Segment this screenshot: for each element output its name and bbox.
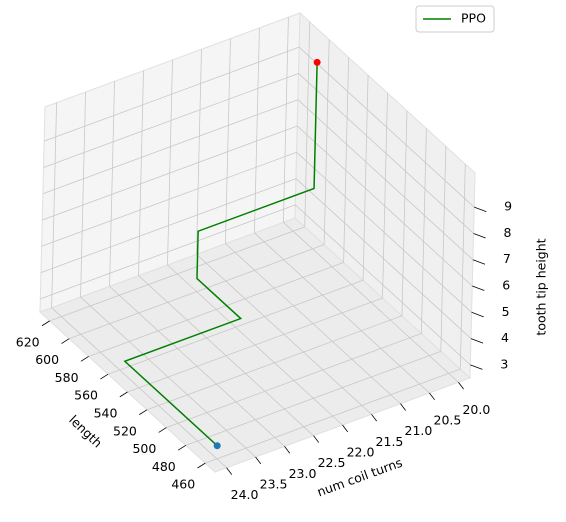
grid-line: [40, 204, 296, 300]
y-tick-label: 22.5: [318, 455, 346, 470]
tick-mark: [284, 446, 291, 454]
tick-mark: [471, 311, 484, 318]
grid-line: [196, 254, 372, 415]
tick-mark: [197, 462, 206, 469]
legend-label: PPO: [461, 11, 486, 26]
grid-line: [109, 286, 285, 447]
grid-line: [80, 296, 256, 458]
tick-mark: [119, 391, 128, 398]
grid-line: [283, 221, 459, 383]
x-tick-label: 460: [171, 477, 195, 492]
grid-line: [295, 178, 472, 339]
tick-mark: [158, 427, 167, 433]
tick-mark: [474, 206, 487, 213]
grid-line: [138, 275, 314, 436]
x-tick-label: 620: [16, 334, 40, 349]
tick-mark: [342, 424, 349, 433]
z-tick-label: 5: [502, 304, 510, 319]
grid-line: [225, 243, 401, 404]
tick-mark: [255, 456, 262, 465]
grid-line: [42, 125, 298, 221]
y-tick-label: 20.5: [434, 412, 462, 427]
grid-line: [51, 307, 227, 469]
grid-line: [298, 73, 474, 234]
tick-mark: [61, 338, 70, 344]
tick-mark: [371, 414, 377, 422]
tick-mark: [472, 259, 486, 265]
tick-mark: [139, 409, 148, 415]
x-tick-label: 600: [35, 352, 59, 367]
y-tick-label: 21.5: [376, 434, 404, 449]
tick-mark: [400, 403, 406, 411]
x-tick-label: 520: [113, 423, 137, 438]
y-tick-label: 23.5: [260, 477, 288, 492]
grid-line: [42, 99, 299, 195]
tick-mark: [313, 435, 320, 443]
x-tick-label: 540: [94, 406, 118, 421]
tick-mark: [100, 373, 109, 380]
end-point: [313, 58, 321, 66]
tick-mark: [470, 338, 484, 344]
grid-line: [40, 178, 297, 273]
grid-line: [296, 151, 472, 313]
tick-mark: [458, 382, 464, 390]
x-tick-label: 560: [74, 388, 98, 403]
grid-line: [254, 232, 430, 394]
grid-line: [298, 46, 475, 208]
grid-line: [297, 99, 474, 261]
tick-mark: [41, 320, 50, 327]
z-tick-label: 4: [501, 330, 509, 345]
grid-line: [296, 125, 473, 287]
grid-line: [44, 46, 300, 142]
tick-mark: [429, 392, 435, 401]
tick-mark: [226, 467, 233, 475]
y-tick-label: 21.0: [405, 423, 433, 438]
z-tick-label: 7: [503, 251, 511, 266]
tick-mark: [80, 356, 89, 362]
y-tick-label: 20.0: [462, 402, 490, 417]
data-line: [123, 62, 318, 447]
tick-mark: [472, 285, 485, 291]
x-tick-label: 580: [55, 370, 79, 385]
y-tick-label: 22.0: [347, 445, 375, 460]
start-point: [213, 442, 221, 450]
z-tick-label: 6: [502, 278, 510, 293]
x-tick-label: 500: [132, 441, 156, 456]
z-tick-label: 3: [500, 356, 508, 371]
grid-line: [41, 151, 297, 247]
x-tick-label: 480: [152, 459, 176, 474]
tick-mark: [470, 364, 483, 370]
grid-line: [295, 204, 471, 366]
tick-mark: [177, 444, 187, 451]
z-axis-label: tooth tip height: [534, 238, 549, 335]
tick-mark: [473, 233, 486, 239]
z-tick-label: 9: [504, 199, 512, 214]
y-tick-label: 23.0: [289, 466, 317, 481]
y-tick-label: 24.0: [231, 487, 259, 502]
legend-box: [415, 5, 495, 33]
z-tick-label: 8: [504, 225, 512, 240]
axes-panes: [39, 11, 476, 473]
grid-line: [43, 73, 299, 168]
grid-line: [167, 264, 343, 426]
